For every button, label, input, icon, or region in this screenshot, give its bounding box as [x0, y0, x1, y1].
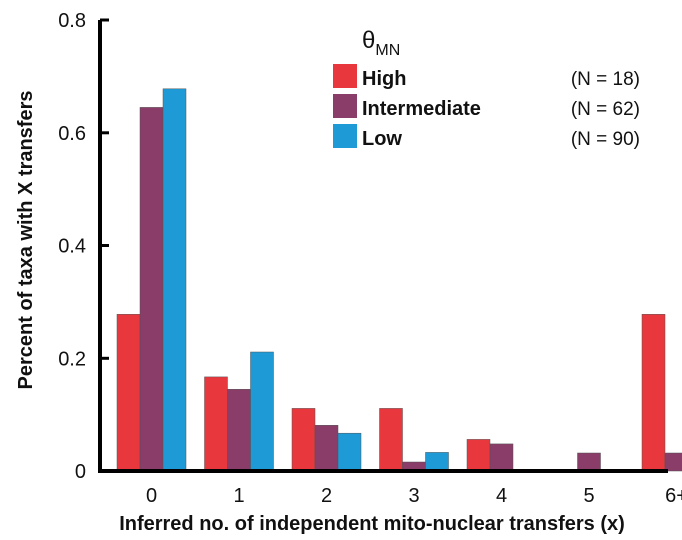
legend-title-symbol: θ: [362, 27, 375, 54]
x-tick-label: 4: [496, 485, 507, 507]
legend-label-high: High: [362, 68, 406, 90]
bar-intermediate-2: [314, 425, 339, 472]
legend-count-high: (N = 18): [571, 69, 640, 90]
legend-count-low: (N = 90): [571, 129, 640, 150]
y-tick-label: 0.4: [58, 236, 86, 258]
x-tick-label: 0: [146, 485, 157, 507]
x-tick-label: 1: [233, 485, 244, 507]
y-tick-label: 0: [75, 461, 86, 483]
legend-title-subscript: MN: [375, 42, 400, 59]
x-axis-title: Inferred no. of independent mito-nuclear…: [119, 513, 625, 535]
bar-low-1: [250, 351, 274, 472]
legend-item-low: Low (N = 90): [333, 124, 640, 150]
bar-high-0: [116, 314, 141, 472]
legend-swatch-high: [333, 64, 357, 88]
bar-intermediate-1: [227, 389, 251, 472]
y-ticks-layer: 0 0.2 0.4 0.6 0.8: [58, 10, 109, 483]
legend-item-intermediate: Intermediate (N = 62): [333, 94, 640, 120]
bar-high-1: [204, 376, 228, 472]
x-tick-label: 5: [583, 485, 594, 507]
legend-swatch-low: [333, 124, 357, 148]
bar-low-3: [425, 452, 449, 472]
legend-swatch-intermediate: [333, 94, 357, 118]
x-ticks-layer: 0 1 2 3 4 5 6+: [146, 485, 682, 507]
legend-count-intermediate: (N = 62): [571, 99, 640, 120]
legend-item-high: High (N = 18): [333, 64, 640, 90]
y-tick-label: 0.8: [58, 10, 86, 32]
bar-low-0: [162, 88, 187, 472]
legend-title: θMN: [362, 27, 400, 59]
y-tick-label: 0.2: [58, 348, 86, 370]
y-axis-title: Percent of taxa with X transfers: [15, 91, 37, 390]
bar-intermediate-0: [139, 107, 164, 472]
bar-high-6plus: [641, 314, 666, 472]
bar-intermediate-6plus: [664, 452, 682, 472]
legend: θMN High (N = 18) Intermediate (N = 62) …: [333, 27, 640, 150]
x-tick-label: 2: [321, 485, 332, 507]
bar-intermediate-5: [577, 452, 601, 472]
legend-label-intermediate: Intermediate: [362, 98, 481, 120]
bar-high-2: [291, 408, 316, 472]
bar-low-2: [337, 432, 362, 472]
y-tick-label: 0.6: [58, 123, 86, 145]
x-tick-label: 6+: [665, 485, 682, 507]
legend-label-low: Low: [362, 128, 402, 150]
bars-layer: [116, 88, 682, 472]
bar-high-4: [466, 439, 491, 472]
bar-high-3: [379, 408, 403, 472]
x-tick-label: 3: [408, 485, 419, 507]
bar-intermediate-4: [489, 443, 514, 472]
